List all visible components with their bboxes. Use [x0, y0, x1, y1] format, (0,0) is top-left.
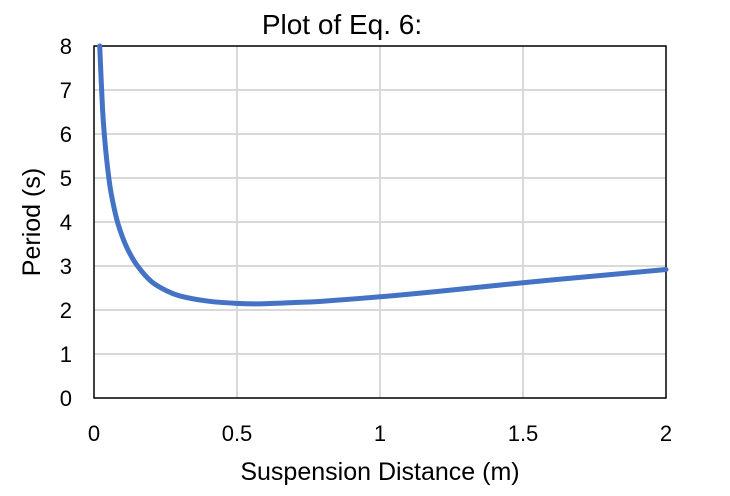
y-tick-label: 1 — [60, 342, 72, 367]
x-tick-label: 1 — [374, 421, 386, 446]
x-axis-label: Suspension Distance (m) — [240, 458, 519, 486]
y-tick-label: 2 — [60, 298, 72, 323]
series-line — [97, 43, 669, 307]
y-tick-label: 8 — [60, 34, 72, 59]
chart-title: Plot of Eq. 6: — [262, 9, 422, 40]
y-tick-label: 7 — [60, 78, 72, 103]
gridlines — [94, 46, 666, 398]
y-tick-label: 0 — [60, 386, 72, 411]
x-tick-label: 2 — [660, 421, 672, 446]
x-tick-label: 0 — [88, 421, 100, 446]
y-axis-label: Period (s) — [18, 168, 46, 276]
y-tick-label: 3 — [60, 254, 72, 279]
y-tick-label: 6 — [60, 122, 72, 147]
plot-area-frame — [93, 45, 667, 399]
tick-labels: 0 0.5 1 1.5 2 0 1 2 3 4 5 6 7 8 — [60, 34, 672, 446]
x-tick-label: 1.5 — [508, 421, 539, 446]
x-tick-label: 0.5 — [222, 421, 253, 446]
y-tick-label: 5 — [60, 166, 72, 191]
series-layer — [97, 43, 669, 307]
y-tick-label: 4 — [60, 210, 72, 235]
